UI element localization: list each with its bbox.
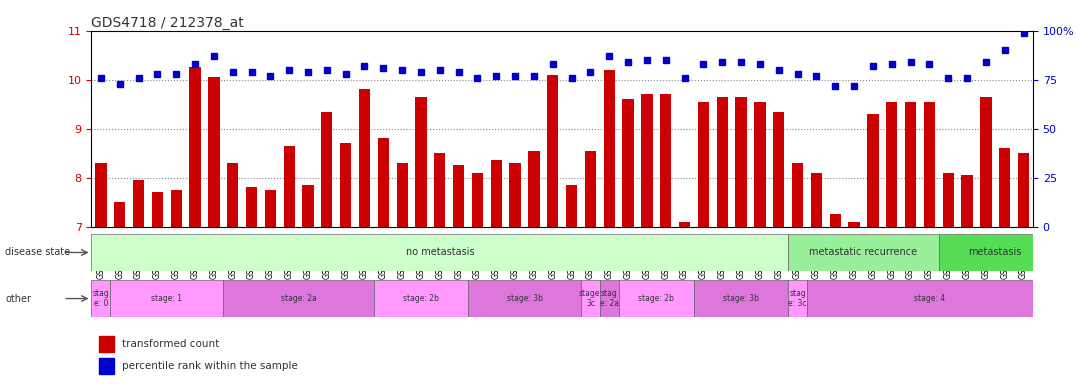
Text: transformed count: transformed count [122, 339, 218, 349]
Bar [581, 280, 600, 317]
Bar [322, 111, 332, 227]
Bar [227, 163, 239, 227]
Bar [152, 192, 164, 227]
Bar [396, 163, 408, 227]
Bar [415, 97, 426, 227]
Bar [209, 77, 220, 227]
Text: metastasis: metastasis [968, 247, 1022, 258]
Text: stage: 1: stage: 1 [152, 294, 182, 303]
Bar [867, 114, 878, 227]
Bar [905, 102, 917, 227]
Bar [698, 102, 709, 227]
Text: stage: 4: stage: 4 [914, 294, 945, 303]
Bar [619, 280, 694, 317]
Bar [96, 163, 107, 227]
Bar [694, 280, 788, 317]
Bar [99, 336, 114, 352]
Bar [792, 163, 803, 227]
Bar [91, 234, 788, 271]
Bar [1018, 153, 1030, 227]
Bar [923, 102, 935, 227]
Text: stag
e: 2a: stag e: 2a [599, 289, 619, 308]
Bar [99, 358, 114, 374]
Bar [302, 185, 314, 227]
Text: percentile rank within the sample: percentile rank within the sample [122, 361, 297, 371]
Bar [830, 214, 841, 227]
Bar [374, 280, 468, 317]
Bar [585, 151, 596, 227]
Bar [471, 173, 483, 227]
Text: stag
e: 3c: stag e: 3c [789, 289, 807, 308]
Bar [641, 94, 652, 227]
Bar [265, 190, 275, 227]
Text: GDS4718 / 212378_at: GDS4718 / 212378_at [91, 16, 244, 30]
Bar [170, 190, 182, 227]
Bar [661, 94, 671, 227]
Bar [340, 143, 351, 227]
Bar [378, 138, 390, 227]
Bar [788, 234, 938, 271]
Bar [622, 99, 634, 227]
Bar [491, 161, 501, 227]
Bar [224, 280, 374, 317]
Bar [849, 222, 860, 227]
Bar [91, 280, 111, 317]
Bar [773, 111, 784, 227]
Text: stage: 2b: stage: 2b [638, 294, 675, 303]
Bar [887, 102, 897, 227]
Bar [358, 89, 370, 227]
Text: stag
e: 0: stag e: 0 [93, 289, 110, 308]
Bar [548, 75, 558, 227]
Bar [453, 166, 465, 227]
Text: stage: 3b: stage: 3b [507, 294, 542, 303]
Text: stage: 3b: stage: 3b [723, 294, 759, 303]
Bar [566, 185, 578, 227]
Bar [133, 180, 144, 227]
Bar [980, 97, 992, 227]
Bar [468, 280, 581, 317]
Text: stage:
3c: stage: 3c [579, 289, 603, 308]
Bar [807, 280, 1052, 317]
Bar [246, 187, 257, 227]
Text: stage: 2a: stage: 2a [281, 294, 316, 303]
Bar [754, 102, 766, 227]
Bar [939, 234, 1052, 271]
Bar [788, 280, 807, 317]
Bar [1000, 148, 1010, 227]
Bar [962, 175, 973, 227]
Bar [114, 202, 125, 227]
Bar [434, 153, 445, 227]
Bar [510, 163, 521, 227]
Bar [111, 280, 224, 317]
Bar [679, 222, 691, 227]
Bar [604, 70, 615, 227]
Bar [811, 173, 822, 227]
Text: metastatic recurrence: metastatic recurrence [809, 247, 918, 258]
Bar [528, 151, 540, 227]
Text: stage: 2b: stage: 2b [404, 294, 439, 303]
Text: no metastasis: no metastasis [406, 247, 475, 258]
Bar [736, 97, 747, 227]
Bar [284, 146, 295, 227]
Text: other: other [5, 293, 31, 304]
Bar [943, 173, 954, 227]
Bar [189, 68, 201, 227]
Bar [600, 280, 619, 317]
Text: disease state: disease state [5, 247, 71, 258]
Bar [717, 97, 728, 227]
